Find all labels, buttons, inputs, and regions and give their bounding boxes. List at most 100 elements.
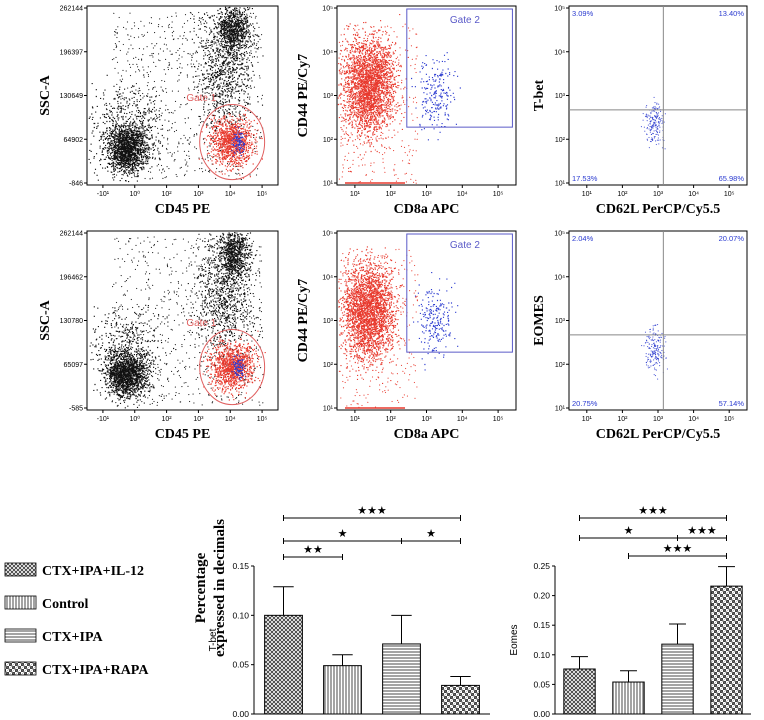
y-tick-label: 10⁵ bbox=[554, 6, 565, 13]
legend-swatch-control bbox=[4, 595, 37, 610]
x-tick-label: 10¹ bbox=[582, 191, 593, 198]
x-tick-label: 10⁵ bbox=[493, 191, 504, 198]
legend-label: CTX+IPA bbox=[42, 630, 103, 645]
x-tick-label: 10⁴ bbox=[688, 416, 699, 423]
y-tick-label: 10⁴ bbox=[554, 274, 565, 281]
gate-2-label: Gate 2 bbox=[450, 240, 480, 251]
x-tick-label: 10³ bbox=[193, 191, 204, 198]
x-tick-label: 10¹ bbox=[350, 191, 361, 198]
x-axis-label: CD45 PE bbox=[155, 427, 211, 442]
gate-1-label: Gate 1 bbox=[186, 318, 216, 329]
legend-swatch-ctx-ipa-il-12 bbox=[4, 562, 37, 577]
y-tick-label: 0.20 bbox=[533, 591, 550, 601]
flow-plot-row2-cd45: -10¹ 10⁰ 10² 10³ 10⁴ 10⁵ 262144 196462 130780 650… bbox=[38, 230, 279, 442]
x-tick-label: 10² bbox=[617, 416, 628, 423]
x-tick-label: -10¹ bbox=[97, 416, 110, 423]
significance-stars: ★ bbox=[338, 527, 348, 540]
y-tick-label: 10⁴ bbox=[322, 49, 333, 56]
quadrant-upper-right: 13.40% bbox=[719, 9, 745, 18]
cd8-blue-cluster bbox=[413, 272, 459, 371]
x-tick-label: 10⁰ bbox=[129, 190, 140, 198]
x-tick-label: 10⁵ bbox=[724, 416, 735, 423]
bar-ctx-ipa bbox=[661, 643, 694, 715]
y-tick-label: 262144 bbox=[60, 231, 83, 238]
significance-stars: ★★★ bbox=[638, 504, 668, 517]
bar-control bbox=[612, 681, 645, 715]
y-tick-label: 0.05 bbox=[533, 679, 550, 689]
y-tick-label: 10⁵ bbox=[554, 231, 565, 238]
y-tick-label: 196462 bbox=[60, 274, 83, 281]
x-axis-label: CD8a APC bbox=[394, 202, 460, 217]
x-tick-label: 10⁴ bbox=[225, 191, 236, 198]
x-tick-label: 10² bbox=[162, 191, 173, 198]
x-tick-label: 10¹ bbox=[582, 416, 593, 423]
x-tick-label: 10⁵ bbox=[493, 416, 504, 423]
cd45-blue-cluster bbox=[231, 126, 247, 157]
x-axis-label: CD8a APC bbox=[394, 427, 460, 442]
x-tick-label: 10³ bbox=[421, 191, 432, 198]
legend-swatch-ctx-ipa-rapa bbox=[4, 661, 37, 676]
y-tick-label: 10³ bbox=[323, 318, 334, 325]
bar-ctx-ipa-il-12 bbox=[563, 668, 596, 715]
significance-stars: ★★★ bbox=[663, 542, 693, 555]
y-tick-label: 0.25 bbox=[533, 561, 550, 571]
y-tick-label: 0.00 bbox=[232, 709, 249, 719]
y-tick-label: 10⁴ bbox=[554, 49, 565, 56]
x-tick-label: 10² bbox=[617, 191, 628, 198]
quadrant-upper-left: 3.09% bbox=[572, 9, 594, 18]
cd8-blue-cluster bbox=[411, 52, 461, 141]
x-tick-label: 10⁵ bbox=[257, 416, 268, 423]
x-tick-label: 10² bbox=[162, 416, 173, 423]
bar-ctx-ipa-il-12 bbox=[264, 614, 303, 715]
quadrant-lower-left: 20.75% bbox=[572, 399, 598, 408]
plot-frame bbox=[568, 5, 748, 186]
legend-swatch-ctx-ipa bbox=[4, 628, 37, 643]
lymph-black-spread bbox=[88, 64, 182, 182]
x-tick-label: 10⁰ bbox=[129, 415, 140, 423]
quadrant-upper-right: 20.07% bbox=[719, 234, 745, 243]
y-tick-label: 130780 bbox=[60, 318, 83, 325]
y-axis-label: CD44 PE/Cy7 bbox=[296, 54, 311, 138]
y-tick-label: 196397 bbox=[60, 49, 83, 56]
legend-label: Control bbox=[42, 597, 89, 612]
gate-1-label: Gate 1 bbox=[186, 93, 216, 104]
y-tick-label: 0.10 bbox=[232, 610, 249, 620]
bar-ylabel-line-1: Percentage bbox=[193, 552, 209, 623]
y-tick-label: 262144 bbox=[60, 6, 83, 13]
x-tick-label: 10⁵ bbox=[724, 191, 735, 198]
y-axis-label: CD44 PE/Cy7 bbox=[296, 279, 311, 363]
x-tick-label: -10¹ bbox=[97, 191, 110, 198]
cd8-red-sparse bbox=[338, 23, 419, 184]
x-tick-label: 10³ bbox=[193, 416, 204, 423]
y-tick-label: 10¹ bbox=[323, 181, 334, 188]
x-axis-label: CD62L PerCP/Cy5.5 bbox=[596, 202, 720, 217]
y-tick-label: 0.05 bbox=[232, 660, 249, 670]
bar-ctx-ipa bbox=[382, 643, 421, 715]
cd45-blue-cluster bbox=[231, 354, 246, 381]
x-tick-label: 10⁴ bbox=[688, 191, 699, 198]
x-tick-label: 10³ bbox=[653, 191, 664, 198]
x-axis-label: CD45 PE bbox=[155, 202, 211, 217]
x-tick-label: 10² bbox=[386, 416, 397, 423]
y-axis-label: SSC-A bbox=[38, 74, 53, 115]
quadrant-lower-left: 17.53% bbox=[572, 174, 598, 183]
plot-frame bbox=[568, 230, 748, 411]
quadrant-upper-left: 2.04% bbox=[572, 234, 594, 243]
y-tick-label: 64902 bbox=[64, 137, 84, 144]
legend-label: CTX+IPA+RAPA bbox=[42, 663, 149, 678]
x-tick-label: 10⁴ bbox=[457, 191, 468, 198]
gate-2-label: Gate 2 bbox=[450, 15, 480, 26]
quadrant-lower-right: 65.98% bbox=[719, 174, 745, 183]
y-axis-label: T-bet bbox=[532, 79, 547, 111]
y-tick-label: 10⁵ bbox=[322, 6, 333, 13]
y-tick-label: -846 bbox=[69, 181, 83, 188]
bar-chart-tbet: 0.000.050.100.15T-bet★★★★ ★★★ bbox=[208, 504, 490, 719]
gate-1-ellipse bbox=[199, 328, 266, 406]
y-axis-label: SSC-A bbox=[38, 299, 53, 340]
bar-y-axis-label: T-bet bbox=[208, 628, 219, 651]
significance-stars: ★ bbox=[624, 524, 634, 537]
